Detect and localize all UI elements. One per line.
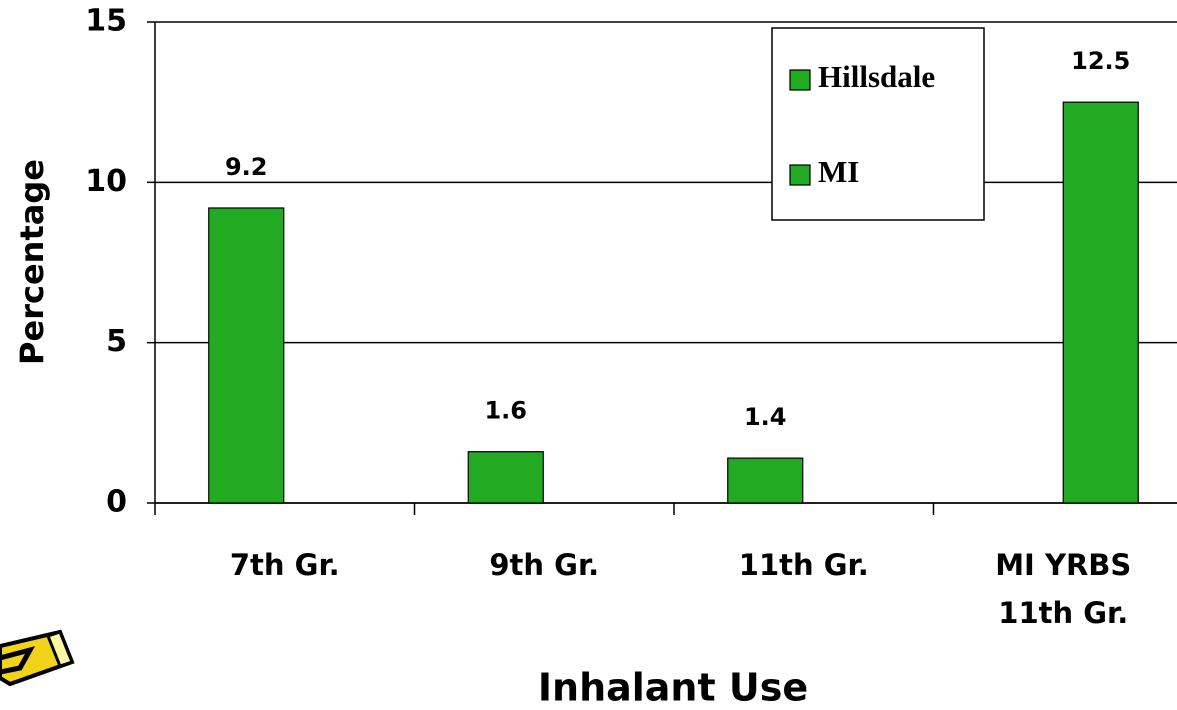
y-tick-label: 5	[106, 324, 127, 359]
x-tick-label: 11th Gr.	[738, 548, 869, 582]
value-label: 9.2	[225, 153, 268, 181]
y-tick-label: 15	[85, 4, 127, 39]
legend-label: MI	[818, 154, 859, 189]
bar	[467, 451, 544, 504]
x-axis-title: Inhalant Use	[538, 666, 808, 710]
legend-swatch	[789, 69, 811, 91]
y-tick-label: 10	[85, 164, 127, 199]
bar	[1062, 101, 1139, 504]
x-tick-label: MI YRBS 11th Gr.	[995, 548, 1132, 630]
value-label: 12.5	[1071, 47, 1130, 75]
legend: Hillsdale MI	[771, 27, 985, 221]
x-tick-label: 9th Gr.	[489, 548, 600, 582]
x-tick-label: 7th Gr.	[229, 548, 340, 582]
legend-swatch	[789, 164, 811, 186]
legend-label: Hillsdale	[818, 59, 935, 94]
y-axis-title: Percentage	[13, 159, 51, 365]
bar	[208, 207, 285, 504]
value-label: 1.6	[484, 397, 527, 425]
legend-box	[771, 27, 985, 221]
value-label: 1.4	[744, 403, 787, 431]
bar	[727, 457, 804, 504]
y-tick-label: 0	[106, 485, 127, 520]
pencil-icon	[0, 629, 75, 687]
